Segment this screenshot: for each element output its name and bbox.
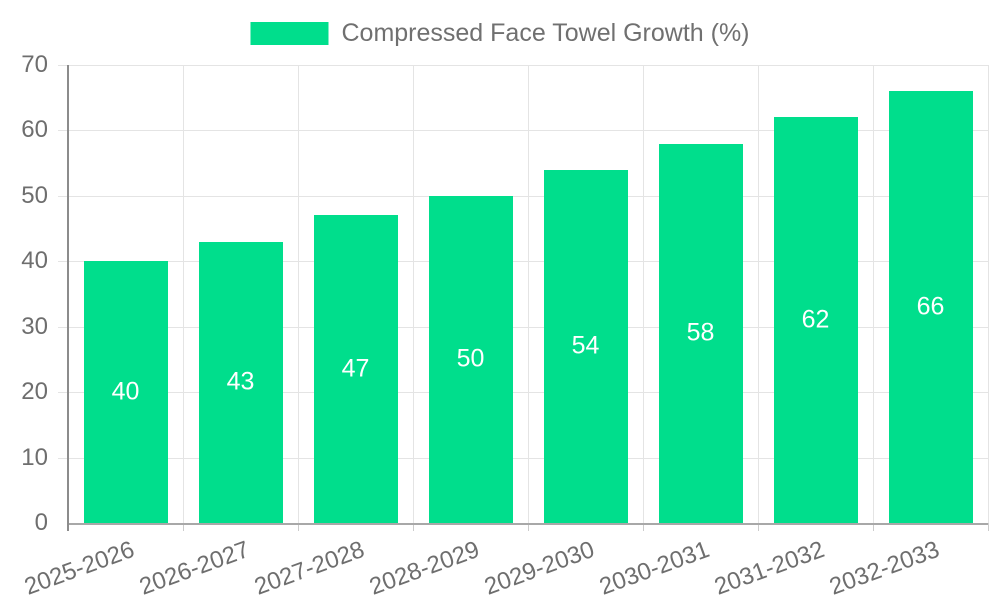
y-axis-tick-label: 10 — [21, 443, 48, 471]
x-axis-tick — [183, 523, 184, 531]
bar-value-label: 66 — [916, 292, 945, 321]
bar[interactable]: 40 — [83, 261, 168, 523]
y-axis-tick-label: 20 — [21, 378, 48, 406]
gridline-horizontal — [58, 392, 988, 394]
x-axis-tick — [528, 523, 529, 531]
x-axis-category-label: 2029-2030 — [480, 536, 598, 600]
bar[interactable]: 58 — [658, 143, 743, 523]
x-axis-tick — [758, 523, 759, 531]
y-axis-tick-label: 30 — [21, 312, 48, 340]
gridline-vertical — [758, 65, 759, 523]
y-axis-tick-label: 70 — [21, 51, 48, 78]
bar[interactable]: 43 — [198, 241, 283, 523]
x-axis-tick — [988, 523, 989, 531]
x-axis-tick — [873, 523, 874, 531]
x-axis-category-label: 2030-2031 — [595, 536, 713, 600]
y-axis-tick-label: 0 — [34, 509, 48, 536]
gridline-horizontal — [58, 195, 988, 197]
x-axis-category-label: 2026-2027 — [135, 536, 253, 600]
bar-value-label: 54 — [571, 331, 600, 360]
x-axis-category-label: 2027-2028 — [250, 536, 368, 600]
gridline-horizontal — [58, 130, 988, 132]
gridline-vertical — [413, 65, 414, 523]
legend-swatch — [250, 22, 329, 45]
x-axis-category-label: 2028-2029 — [365, 536, 483, 600]
bar-value-label: 62 — [801, 305, 830, 334]
legend-item[interactable]: Compressed Face Towel Growth (%) — [250, 19, 750, 48]
gridline-vertical — [183, 65, 184, 523]
x-axis-tick — [413, 523, 414, 531]
x-axis-tick — [643, 523, 644, 531]
gridline-vertical — [643, 65, 644, 523]
bar-value-label: 47 — [341, 354, 370, 383]
gridline-vertical — [528, 65, 529, 523]
gridline-vertical — [298, 65, 299, 523]
gridline-horizontal — [58, 65, 988, 66]
x-axis-category-label: 2032-2033 — [825, 536, 943, 600]
bar-value-label: 40 — [111, 377, 140, 406]
gridline-horizontal — [58, 457, 988, 459]
legend-label: Compressed Face Towel Growth (%) — [341, 19, 750, 47]
gridline-vertical — [988, 65, 989, 523]
x-axis-line — [68, 523, 988, 525]
gridline-vertical — [873, 65, 874, 523]
bar-value-label: 43 — [226, 367, 255, 396]
bar[interactable]: 47 — [313, 215, 398, 523]
bar[interactable]: 62 — [773, 117, 858, 523]
gridline-horizontal — [58, 326, 988, 328]
bar-value-label: 58 — [686, 318, 715, 347]
x-axis-category-label: 2025-2026 — [20, 536, 138, 600]
y-axis-tick-label: 40 — [21, 247, 48, 275]
x-axis-tick — [298, 523, 299, 531]
y-axis-tick-label: 50 — [21, 181, 48, 209]
x-axis-category-label: 2031-2032 — [710, 536, 828, 600]
bar-value-label: 50 — [456, 344, 485, 373]
y-axis-tick-label: 60 — [21, 116, 48, 144]
bar[interactable]: 50 — [428, 195, 513, 523]
y-axis-line — [67, 65, 69, 531]
bar[interactable]: 66 — [888, 91, 973, 523]
gridline-horizontal — [58, 261, 988, 263]
bar[interactable]: 54 — [543, 169, 628, 523]
